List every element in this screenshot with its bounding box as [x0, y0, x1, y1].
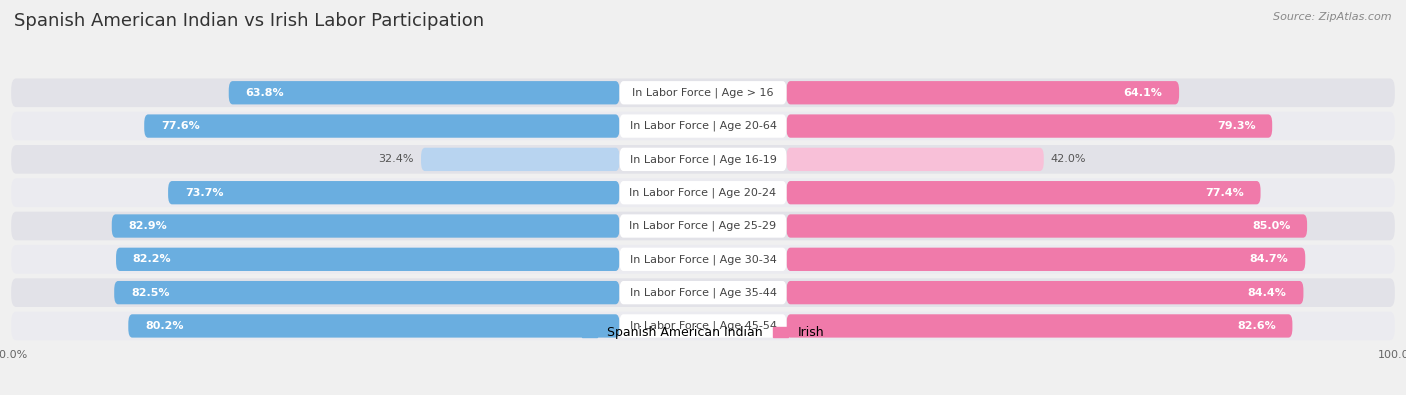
FancyBboxPatch shape [786, 314, 1292, 338]
FancyBboxPatch shape [620, 281, 786, 304]
Text: 80.2%: 80.2% [145, 321, 184, 331]
Text: Spanish American Indian vs Irish Labor Participation: Spanish American Indian vs Irish Labor P… [14, 12, 484, 30]
Text: 79.3%: 79.3% [1216, 121, 1256, 131]
FancyBboxPatch shape [620, 314, 786, 338]
FancyBboxPatch shape [786, 81, 1180, 104]
FancyBboxPatch shape [620, 248, 786, 271]
Text: 82.6%: 82.6% [1237, 321, 1275, 331]
Text: 77.4%: 77.4% [1205, 188, 1244, 198]
Text: 73.7%: 73.7% [184, 188, 224, 198]
FancyBboxPatch shape [786, 115, 1272, 138]
Text: In Labor Force | Age 35-44: In Labor Force | Age 35-44 [630, 288, 776, 298]
Text: In Labor Force | Age > 16: In Labor Force | Age > 16 [633, 88, 773, 98]
Text: 63.8%: 63.8% [246, 88, 284, 98]
FancyBboxPatch shape [786, 248, 1305, 271]
Text: In Labor Force | Age 16-19: In Labor Force | Age 16-19 [630, 154, 776, 165]
Text: 85.0%: 85.0% [1251, 221, 1291, 231]
Text: Source: ZipAtlas.com: Source: ZipAtlas.com [1274, 12, 1392, 22]
FancyBboxPatch shape [169, 181, 620, 204]
FancyBboxPatch shape [11, 79, 1395, 107]
FancyBboxPatch shape [11, 179, 1395, 207]
FancyBboxPatch shape [620, 214, 786, 238]
FancyBboxPatch shape [229, 81, 620, 104]
Text: 84.7%: 84.7% [1250, 254, 1288, 264]
FancyBboxPatch shape [11, 212, 1395, 240]
FancyBboxPatch shape [117, 248, 620, 271]
FancyBboxPatch shape [111, 214, 620, 238]
Text: In Labor Force | Age 45-54: In Labor Force | Age 45-54 [630, 321, 776, 331]
FancyBboxPatch shape [786, 148, 1043, 171]
FancyBboxPatch shape [620, 115, 786, 138]
FancyBboxPatch shape [620, 181, 786, 204]
Text: 84.4%: 84.4% [1249, 288, 1286, 298]
Text: 42.0%: 42.0% [1050, 154, 1087, 164]
FancyBboxPatch shape [11, 312, 1395, 340]
Text: 77.6%: 77.6% [160, 121, 200, 131]
FancyBboxPatch shape [786, 214, 1308, 238]
FancyBboxPatch shape [114, 281, 620, 304]
Text: In Labor Force | Age 20-64: In Labor Force | Age 20-64 [630, 121, 776, 131]
Text: 32.4%: 32.4% [378, 154, 415, 164]
FancyBboxPatch shape [11, 112, 1395, 140]
FancyBboxPatch shape [11, 145, 1395, 174]
FancyBboxPatch shape [786, 281, 1303, 304]
FancyBboxPatch shape [11, 278, 1395, 307]
Text: 64.1%: 64.1% [1123, 88, 1163, 98]
Text: 82.5%: 82.5% [131, 288, 169, 298]
FancyBboxPatch shape [11, 245, 1395, 274]
Text: In Labor Force | Age 30-34: In Labor Force | Age 30-34 [630, 254, 776, 265]
Text: In Labor Force | Age 25-29: In Labor Force | Age 25-29 [630, 221, 776, 231]
FancyBboxPatch shape [145, 115, 620, 138]
Text: 82.2%: 82.2% [132, 254, 172, 264]
FancyBboxPatch shape [128, 314, 620, 338]
Text: 82.9%: 82.9% [128, 221, 167, 231]
FancyBboxPatch shape [620, 148, 786, 171]
FancyBboxPatch shape [786, 181, 1261, 204]
Text: In Labor Force | Age 20-24: In Labor Force | Age 20-24 [630, 188, 776, 198]
FancyBboxPatch shape [420, 148, 620, 171]
Legend: Spanish American Indian, Irish: Spanish American Indian, Irish [576, 321, 830, 344]
FancyBboxPatch shape [620, 81, 786, 104]
